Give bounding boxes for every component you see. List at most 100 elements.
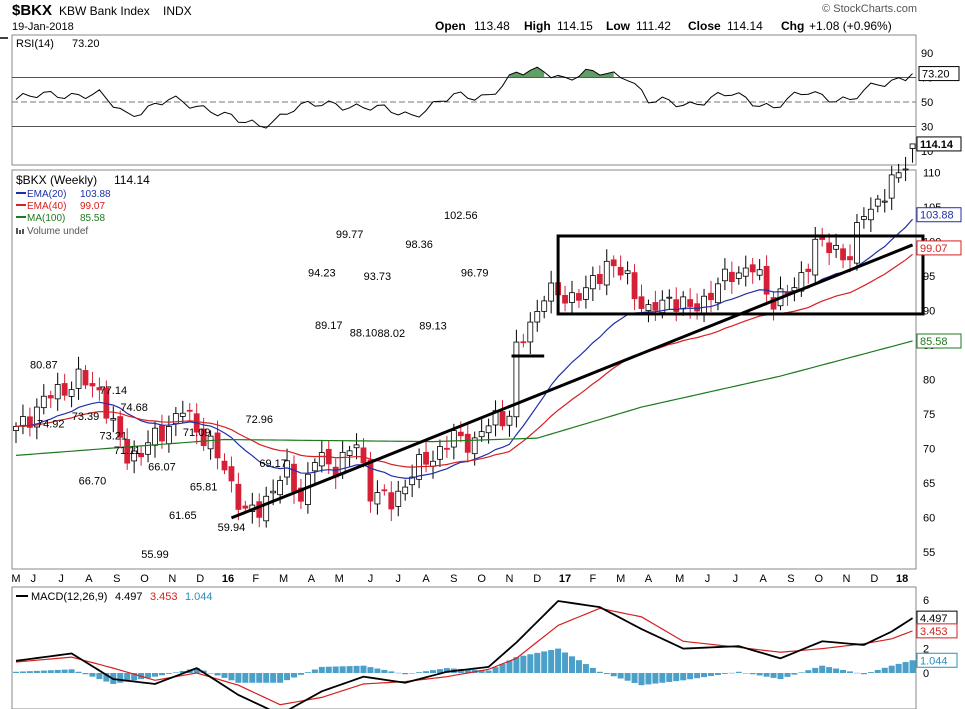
- macd-histogram-bar: [596, 671, 603, 673]
- macd-histogram-bar: [694, 673, 701, 679]
- macd-histogram-bar: [520, 655, 527, 673]
- macd-tag-text: 3.453: [920, 626, 948, 638]
- macd-histogram-bar: [89, 673, 96, 677]
- macd-histogram-bar: [235, 673, 242, 683]
- macd-histogram-bar: [409, 673, 416, 674]
- price-tick-label: 80: [923, 375, 935, 387]
- exchange: INDX: [163, 4, 192, 18]
- price-panel-frame: [11, 169, 917, 570]
- macd-histogram-bar: [291, 673, 297, 678]
- candle-body: [277, 480, 284, 496]
- macd-histogram-bar: [346, 666, 353, 673]
- close-value: 114.14: [727, 19, 763, 33]
- candle-body: [499, 411, 506, 427]
- macd-histogram-bar: [847, 671, 853, 673]
- macd-histogram-bar: [221, 673, 228, 678]
- rsi-value: 73.20: [72, 38, 100, 50]
- candle-body: [833, 245, 839, 250]
- pivot-label: 55.99: [141, 549, 169, 561]
- x-axis-label: M: [335, 573, 344, 585]
- macd-histogram-bar: [193, 668, 200, 673]
- pivot-label: 96.79: [461, 268, 489, 280]
- pivot-label: 61.65: [169, 510, 197, 522]
- price-panel: 11010510095908580757065605580.8774.9273.…: [13, 136, 962, 561]
- x-axis-label: D: [196, 573, 204, 585]
- x-axis-label: 17: [559, 573, 571, 585]
- candle-body: [603, 260, 610, 286]
- candle-body: [138, 452, 145, 458]
- candle-body: [624, 270, 631, 274]
- macd-histogram-bar: [263, 673, 270, 683]
- macd-histogram-bar: [165, 673, 172, 674]
- x-axis-label: A: [308, 573, 316, 585]
- candle-body: [124, 439, 131, 464]
- x-axis-label: J: [733, 573, 739, 585]
- candle-body: [534, 311, 541, 323]
- candle-body: [847, 256, 853, 261]
- candle-body: [381, 489, 388, 492]
- macd-histogram-bar: [388, 671, 395, 673]
- ema40-line: [15, 253, 913, 468]
- candle-body: [26, 416, 33, 428]
- macd-histogram-bar: [638, 673, 645, 686]
- candle-body: [770, 297, 777, 310]
- chg-label: Chg: [781, 19, 804, 33]
- ma100-line: [15, 340, 913, 456]
- high-value: 114.15: [557, 19, 593, 33]
- candle-body: [311, 462, 318, 472]
- volume-icon: [16, 228, 18, 234]
- candle-body: [520, 341, 527, 344]
- macd-histogram-bar: [179, 670, 186, 673]
- candle-body: [47, 395, 54, 399]
- macd-histogram-bar: [297, 673, 304, 675]
- x-axis-label: O: [814, 573, 823, 585]
- x-axis-label: M: [675, 573, 684, 585]
- macd-histogram-bar: [228, 673, 235, 681]
- price-last: 114.14: [114, 173, 150, 187]
- candle-body: [749, 264, 756, 273]
- macd-histogram-bar: [777, 673, 784, 680]
- macd-histogram-bar: [575, 660, 582, 673]
- candle-body: [61, 383, 68, 396]
- pivot-label: 65.81: [190, 481, 218, 493]
- macd-histogram-bar: [152, 673, 158, 677]
- price-tick-label: 55: [923, 547, 935, 559]
- macd-histogram-bar: [242, 673, 249, 683]
- candle-body: [805, 268, 812, 272]
- x-axis-label: A: [759, 573, 767, 585]
- macd-histogram-value: 1.044: [185, 591, 213, 603]
- candle-body: [110, 418, 117, 421]
- price-tick-label: 95: [923, 271, 935, 283]
- pivot-label: 73.21: [100, 430, 128, 442]
- pivot-label: 66.07: [148, 462, 176, 474]
- candle-body: [583, 287, 589, 300]
- candle-body: [263, 495, 270, 522]
- macd-histogram-bar: [534, 652, 541, 673]
- pivot-label: 88.10: [350, 328, 378, 340]
- macd-histogram-bar: [117, 673, 124, 683]
- pivot-label: 102.56: [444, 210, 478, 222]
- candle-body: [576, 293, 582, 301]
- price-tag-text: 99.07: [920, 243, 948, 255]
- macd-histogram-bar: [249, 673, 256, 683]
- candle-body: [450, 430, 457, 448]
- pivot-label: 66.70: [79, 475, 107, 487]
- price-tick-label: 110: [923, 168, 941, 180]
- macd-histogram-bar: [311, 669, 318, 673]
- candle-body: [228, 466, 235, 482]
- macd-histogram-bar: [318, 666, 325, 673]
- pivot-label: 59.94: [218, 522, 246, 534]
- price-tick-label: 65: [923, 478, 935, 490]
- watermark: © StockCharts.com: [822, 3, 917, 15]
- macd-histogram-bar: [569, 656, 575, 673]
- macd-histogram-bar: [756, 673, 763, 676]
- candle-body: [82, 370, 89, 386]
- macd-histogram-bar: [13, 671, 19, 673]
- candle-body: [242, 505, 249, 509]
- macd-histogram-bar: [770, 673, 777, 678]
- macd-histogram-bar: [895, 663, 902, 673]
- macd-histogram-bar: [867, 672, 874, 673]
- price-tick-label: 60: [923, 513, 935, 525]
- candle-body: [235, 483, 242, 510]
